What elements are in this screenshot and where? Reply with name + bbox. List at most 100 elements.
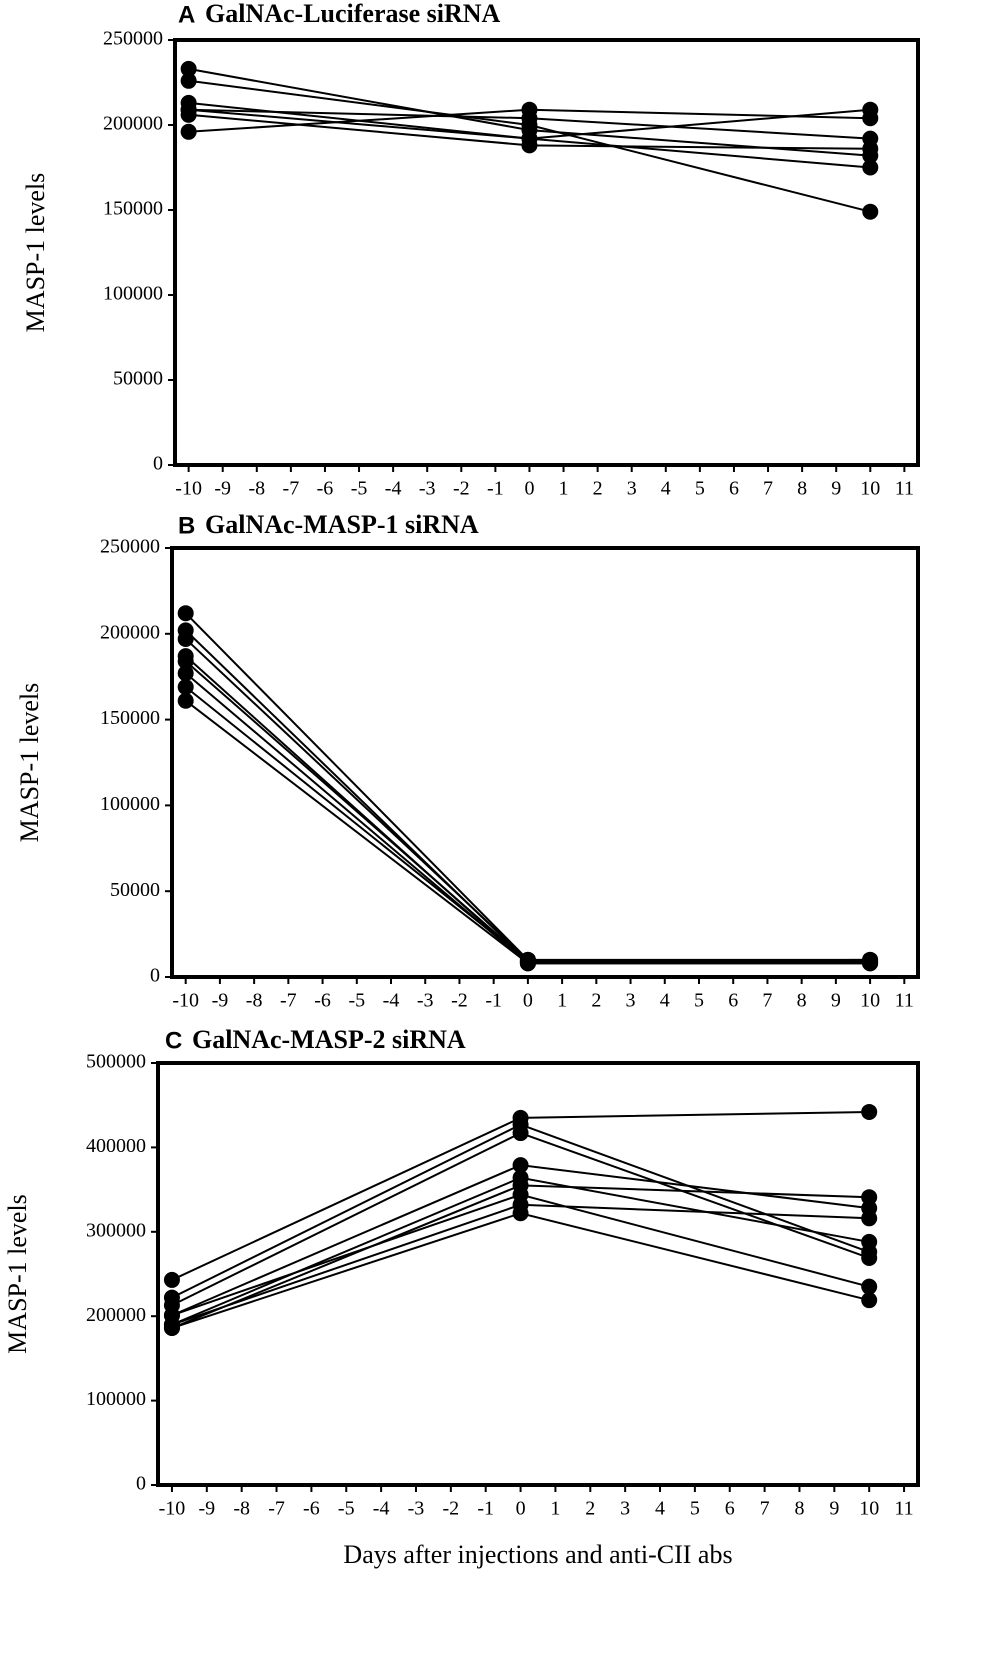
y-tick-label: 100000: [86, 1388, 146, 1410]
x-tick-label: 9: [831, 990, 841, 1012]
data-point: [861, 1249, 878, 1266]
x-tick-label: -3: [408, 1498, 425, 1520]
series-line: [185, 655, 871, 965]
x-tick-label: -4: [383, 990, 400, 1012]
data-point: [180, 60, 197, 77]
x-tick-label: 2: [591, 990, 601, 1012]
data-point: [862, 110, 879, 127]
y-tick-label: 100000: [103, 283, 163, 305]
data-point: [862, 159, 879, 176]
x-tick-label: -7: [268, 1498, 285, 1520]
x-tick-label: -9: [198, 1498, 215, 1520]
x-tick-label: 5: [695, 478, 705, 500]
x-tick-label: 10: [860, 990, 880, 1012]
y-tick-label: 200000: [100, 621, 160, 643]
x-tick-label: 11: [894, 1498, 913, 1520]
series-line: [185, 699, 871, 965]
data-point: [163, 1320, 180, 1337]
data-point: [862, 140, 879, 157]
data-point: [862, 955, 879, 972]
x-tick-label: 6: [728, 990, 738, 1012]
data-point: [861, 1233, 878, 1250]
y-tick-label: 50000: [113, 368, 163, 390]
x-tick-label: 3: [627, 478, 637, 500]
data-point: [512, 1157, 529, 1174]
x-tick-label: -3: [419, 478, 436, 500]
x-tick-label: -6: [303, 1498, 320, 1520]
x-tick-label: -10: [172, 990, 199, 1012]
y-tick-label: 150000: [103, 198, 163, 220]
x-tick-label: 5: [694, 990, 704, 1012]
x-tick-label: 6: [725, 1498, 735, 1520]
x-tick-label: 2: [585, 1498, 595, 1520]
x-tick-label: 8: [797, 478, 807, 500]
x-tick-label: 0: [523, 990, 533, 1012]
data-point: [180, 72, 197, 89]
x-tick-label: 8: [797, 990, 807, 1012]
data-point: [177, 692, 194, 709]
x-tick-label: -6: [314, 990, 331, 1012]
x-tick-label: -4: [385, 478, 402, 500]
y-tick-label: 250000: [100, 536, 160, 558]
y-tick-label: 500000: [86, 1051, 146, 1073]
x-tick-label: 0: [516, 1498, 526, 1520]
x-tick-label: 1: [559, 478, 569, 500]
y-tick-label: 0: [150, 965, 160, 987]
y-tick-label: 150000: [100, 707, 160, 729]
x-tick-label: -9: [214, 478, 231, 500]
x-tick-label: 9: [829, 1498, 839, 1520]
x-tick-label: 11: [895, 478, 914, 500]
x-tick-label: 7: [760, 1498, 770, 1520]
x-tick-label: -2: [451, 990, 468, 1012]
x-axis-label: Days after injections and anti-CII abs: [343, 1540, 732, 1569]
plot-frame: [156, 1061, 920, 1487]
x-tick-label: -7: [280, 990, 297, 1012]
y-axis-label: MASP-1 levels: [15, 683, 44, 843]
x-tick-label: -5: [351, 478, 368, 500]
data-point: [861, 1278, 878, 1295]
data-point: [521, 130, 538, 147]
x-tick-label: -2: [443, 1498, 460, 1520]
y-tick-label: 200000: [103, 113, 163, 135]
series-line: [185, 660, 871, 963]
x-tick-label: 4: [655, 1498, 665, 1520]
x-tick-label: 6: [729, 478, 739, 500]
y-tick-label: 50000: [110, 879, 160, 901]
chart-title: GalNAc-MASP-2 siRNA: [192, 1025, 466, 1054]
x-tick-label: -1: [485, 990, 502, 1012]
x-tick-label: 5: [690, 1498, 700, 1520]
panel: B GalNAc-MASP-1 siRNA MASP-1 levels 0 50000 1…: [15, 510, 920, 1012]
y-tick-label: 0: [153, 453, 163, 475]
x-tick-label: -3: [417, 990, 434, 1012]
chart-title: GalNAc-Luciferase siRNA: [205, 0, 501, 28]
x-tick-label: 10: [859, 1498, 879, 1520]
data-point: [861, 1103, 878, 1120]
x-tick-label: 4: [660, 990, 670, 1012]
data-point: [163, 1271, 180, 1288]
y-tick-label: 0: [136, 1473, 146, 1495]
x-tick-label: -5: [348, 990, 365, 1012]
x-tick-label: 7: [762, 990, 772, 1012]
data-point: [180, 101, 197, 118]
x-tick-label: -1: [477, 1498, 494, 1520]
x-tick-label: -9: [212, 990, 229, 1012]
plot-frame: [170, 546, 920, 979]
series-line: [185, 686, 871, 963]
series-line: [185, 638, 871, 963]
data-point: [177, 653, 194, 670]
x-tick-label: -8: [233, 1498, 250, 1520]
data-point: [177, 678, 194, 695]
data-point: [177, 605, 194, 622]
y-axis-label: MASP-1 levels: [21, 173, 50, 333]
y-tick-label: 250000: [103, 28, 163, 50]
x-tick-label: -10: [175, 478, 202, 500]
x-tick-label: 11: [895, 990, 914, 1012]
y-axis-label: MASP-1 levels: [3, 1194, 32, 1354]
x-tick-label: -8: [246, 990, 263, 1012]
y-tick-label: 100000: [100, 793, 160, 815]
y-tick-label: 300000: [86, 1219, 146, 1241]
y-tick-label: 400000: [86, 1135, 146, 1157]
data-point: [861, 1210, 878, 1227]
data-point: [512, 1205, 529, 1222]
